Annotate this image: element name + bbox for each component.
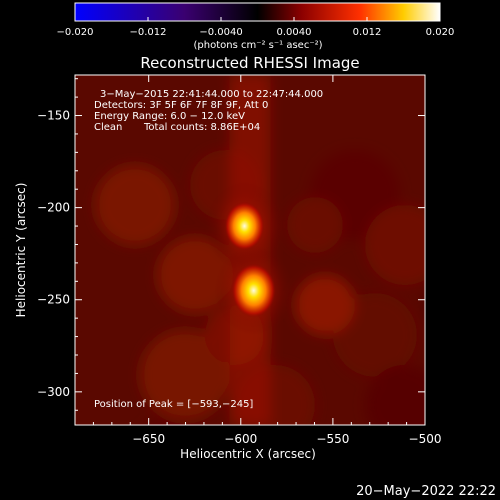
axis-ticks: −650 −600 −550 −500 −150 −200 −250 −300 xyxy=(37,75,441,446)
detectors-text: Detectors: 3F 5F 6F 7F 8F 9F, Att 0 xyxy=(94,100,268,111)
y-tick-label: −150 xyxy=(37,109,70,123)
colorbar-tick-label: −0.0040 xyxy=(199,27,242,38)
y-axis-label: Heliocentric Y (arcsec) xyxy=(14,183,28,318)
colorbar-tick-label: −0.012 xyxy=(129,27,166,38)
heatmap-image xyxy=(75,75,425,425)
x-tick-label: −600 xyxy=(224,432,257,446)
y-tick-label: −300 xyxy=(37,385,70,399)
colorbar-tick-label: 0.0040 xyxy=(277,27,312,38)
x-tick-label: −550 xyxy=(316,432,349,446)
x-axis-label: Heliocentric X (arcsec) xyxy=(180,447,316,461)
colorbar-tick-label: 0.012 xyxy=(353,27,382,38)
colorbar xyxy=(74,2,441,22)
y-tick-label: −200 xyxy=(37,201,70,215)
source-2 xyxy=(231,263,276,318)
colorbar-tick-label: 0.020 xyxy=(426,27,455,38)
chart-title: Reconstructed RHESSI Image xyxy=(140,54,359,72)
peak-position-text: Position of Peak = [−593,−245] xyxy=(94,399,253,410)
x-tick-label: −500 xyxy=(409,432,442,446)
plot-frame xyxy=(74,74,426,426)
x-tick-label: −650 xyxy=(132,432,165,446)
colorbar-label: (photons cm⁻² s⁻¹ asec⁻²) xyxy=(193,40,322,51)
colorbar-tick-label: −0.020 xyxy=(56,27,93,38)
colorbar-ticks: −0.020 −0.012 −0.0040 0.0040 0.012 0.020 xyxy=(56,17,454,38)
total-counts-text: Total counts: 8.86E+04 xyxy=(143,122,260,133)
energy-range-text: Energy Range: 6.0 − 12.0 keV xyxy=(94,111,245,122)
y-tick-label: −250 xyxy=(37,293,70,307)
time-range-text: 3−May−2015 22:41:44.000 to 22:47:44.000 xyxy=(100,89,323,100)
timestamp: 20−May−2022 22:22 xyxy=(356,484,496,499)
source-1 xyxy=(224,201,265,251)
algorithm-text: Clean xyxy=(94,122,122,133)
